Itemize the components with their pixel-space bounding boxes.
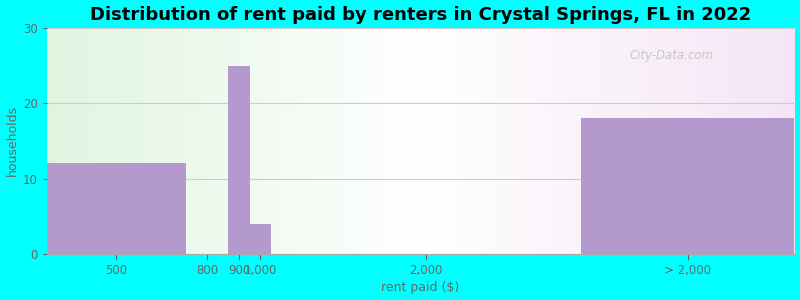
Bar bbox=[46, 164, 186, 254]
Y-axis label: households: households bbox=[6, 105, 18, 176]
Bar bbox=[581, 118, 794, 254]
Bar bbox=[250, 224, 271, 254]
Text: City-Data.com: City-Data.com bbox=[630, 49, 714, 62]
X-axis label: rent paid ($): rent paid ($) bbox=[382, 281, 460, 294]
Bar bbox=[228, 66, 250, 254]
Title: Distribution of rent paid by renters in Crystal Springs, FL in 2022: Distribution of rent paid by renters in … bbox=[90, 6, 751, 24]
